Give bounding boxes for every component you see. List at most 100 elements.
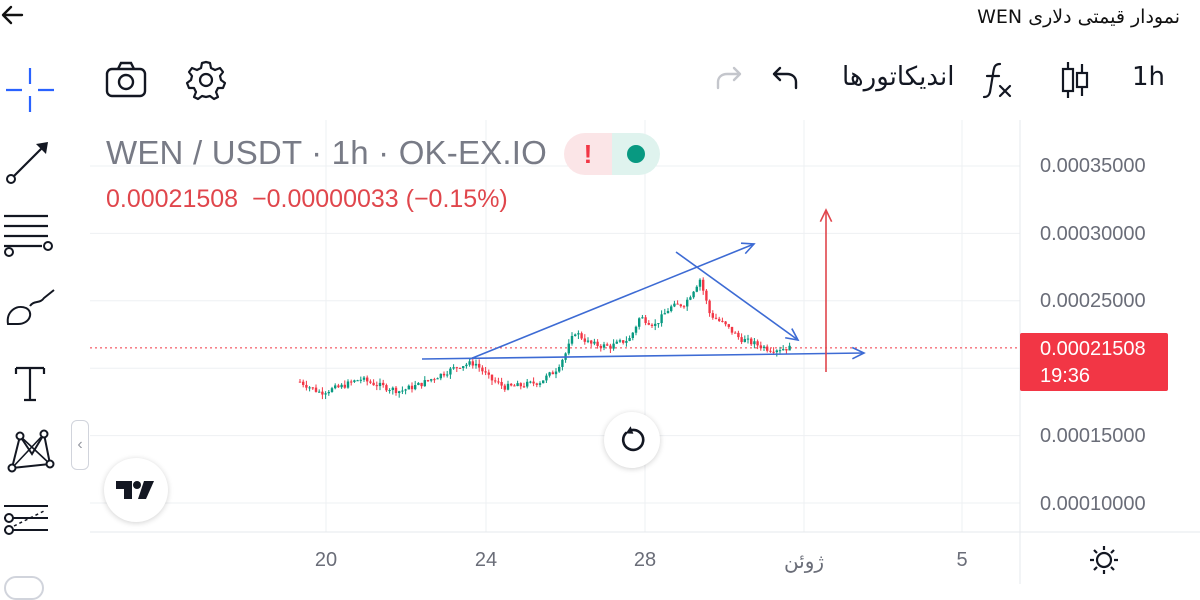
candle-body [302,381,305,385]
gear-icon[interactable] [184,58,228,102]
candle-body [356,380,359,382]
candle-body [673,303,676,307]
candle-body [455,367,458,369]
candle-body [529,381,532,383]
text-icon[interactable] [0,356,60,412]
candle-body [327,391,330,394]
candle-body [401,390,404,392]
candle-body [535,383,538,385]
candle-body [580,333,583,339]
candle-body [593,341,596,344]
status-badge[interactable]: ! [564,133,660,175]
candle-body [753,341,756,345]
candle-body [430,379,433,381]
candle-body [318,391,321,393]
warning-icon[interactable]: ! [564,133,612,175]
redo-icon[interactable] [714,66,744,92]
candle-body [631,332,634,339]
candle-body [663,313,666,315]
reset-icon [621,426,645,452]
forecast-icon[interactable] [0,496,60,552]
candle-body [634,326,638,333]
bar-countdown: 19:36 [1040,365,1091,387]
price-chart[interactable] [0,0,1200,584]
candle-body [519,383,522,387]
candle-body [420,382,423,387]
candle-body [398,391,401,394]
candle-body [596,341,599,346]
target-arrow-head [819,208,833,223]
candle-body [676,303,679,305]
y-axis-label: 0.00025000 [1040,290,1146,312]
brush-icon[interactable] [0,282,60,338]
candle-body [385,385,388,391]
candles-icon[interactable] [1058,58,1092,102]
page-title: نمودار قیمتی دلاری WEN [977,6,1180,28]
y-axis-label: 0.00030000 [1040,223,1146,245]
candle-body [506,383,510,390]
candle-body [698,279,702,287]
candle-body [522,386,526,388]
candle-body [695,286,698,292]
fx-icon[interactable] [982,60,1014,100]
candle-body [548,372,551,376]
candle-body [782,349,785,351]
brightness-icon[interactable] [1088,544,1120,576]
candle-body [314,387,318,392]
last-price-tag: 0.00021508 19:36 [1020,333,1168,391]
user-drawings [421,208,866,372]
candle-body [772,351,775,353]
interval-button[interactable]: 1h [1132,62,1166,92]
candle-body [324,393,327,395]
candle-body [711,313,714,318]
candle-body [590,340,593,344]
candle-body [394,387,398,394]
candle-body [743,339,746,343]
trend-line-icon[interactable] [0,134,60,190]
crosshair-icon[interactable] [0,62,60,118]
legend-ohlc: 0.00021508 −0.00000033 (−0.15%) [106,185,508,214]
candle-body [775,350,778,353]
undo-icon[interactable] [770,66,800,92]
candle-body [567,343,570,354]
candle-body [718,318,721,321]
candle-body [708,300,711,314]
candle-body [714,317,718,319]
candle-body [599,345,602,348]
pattern-icon[interactable] [0,424,60,480]
tradingview-logo[interactable] [104,458,168,522]
candle-body [330,388,334,392]
candle-body [497,381,500,383]
candle-body [382,382,385,386]
market-open-icon[interactable] [612,133,660,175]
last-price-value: 0.00021508 [1040,338,1146,360]
candle-body [503,385,506,390]
candle-body [346,381,350,388]
candle-body [609,345,612,349]
candle-body [513,385,516,387]
candle-body [490,374,494,381]
candle-body [311,387,314,389]
rising-trend-line-head [740,242,756,255]
candle-body [478,363,481,368]
legend-symbol[interactable]: WEN / USDT · 1h · OK-EX.IO [106,134,547,171]
camera-icon[interactable] [104,60,148,100]
candle-body [439,373,442,379]
candle-body [647,323,650,325]
back-arrow-icon[interactable] [0,2,26,28]
candle-body [574,334,577,336]
reset-chart-button[interactable] [604,412,660,468]
support-trend-line-head [851,346,866,360]
fib-retracement-icon[interactable] [0,206,60,262]
candle-body [577,333,580,335]
candle-body [362,377,366,380]
candle-body [372,382,375,386]
indicators-label[interactable]: اندیکاتورها [842,62,955,92]
collapse-toolbar-button[interactable]: ‹ [71,420,89,470]
candle-body [452,367,455,369]
candle-body [305,384,308,388]
y-axis-label: 0.00035000 [1040,155,1146,177]
candle-body [481,367,484,372]
candle-body [554,371,558,375]
candle-body [660,314,663,324]
